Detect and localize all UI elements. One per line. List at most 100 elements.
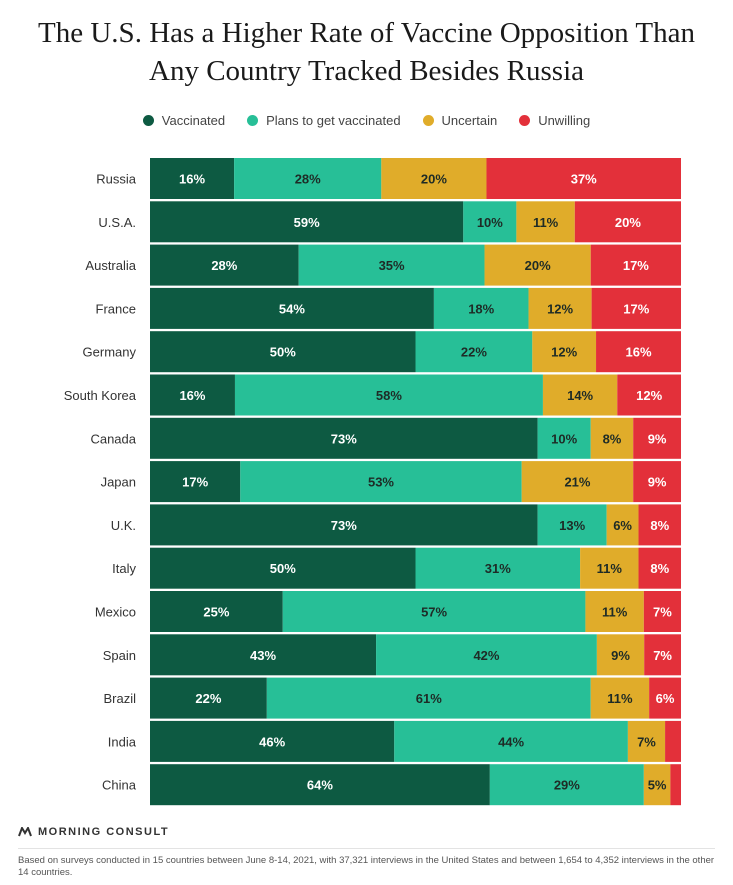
bar-segment (150, 331, 416, 373)
bar-segment (665, 720, 681, 762)
bar-segment (633, 461, 681, 503)
data-label: 73% (331, 431, 357, 446)
data-label: 6% (656, 691, 675, 706)
bar-segment (298, 244, 485, 286)
data-label: 20% (615, 215, 641, 230)
brand-logo: MORNING CONSULT (18, 826, 169, 838)
category-label: Italy (112, 561, 136, 576)
bar-segment (596, 331, 681, 373)
data-label: 31% (485, 561, 511, 576)
data-label: 8% (603, 431, 622, 446)
brand-name: MORNING CONSULT (38, 826, 170, 838)
legend-item-uncertain: Uncertain (422, 113, 498, 128)
title-line-2: Any Country Tracked Besides Russia (149, 55, 584, 87)
data-label: 28% (295, 172, 321, 187)
category-label: Japan (101, 475, 136, 490)
data-label: 59% (294, 215, 320, 230)
data-label: 11% (597, 561, 623, 576)
legend-swatch-unwilling (519, 115, 531, 126)
bar-segment (532, 331, 597, 373)
bar-segment (643, 764, 671, 806)
data-label: 10% (477, 215, 503, 230)
bar-segment (234, 158, 382, 199)
legend-swatch-uncertain (422, 115, 434, 126)
data-label: 17% (182, 475, 208, 490)
data-label: 5% (648, 778, 667, 793)
bar-segment (585, 591, 644, 632)
data-label: 25% (203, 605, 229, 620)
data-label: 11% (533, 215, 559, 230)
legend-item-vaccinated: Vaccinated (142, 113, 225, 128)
data-label: 17% (623, 301, 649, 316)
data-label: 12% (547, 301, 573, 316)
bar-segment (150, 764, 490, 806)
data-label: 28% (211, 258, 237, 273)
bar-segment (590, 417, 634, 459)
bar-segment (266, 677, 591, 719)
bar-segment (150, 677, 267, 719)
data-label: 9% (611, 648, 630, 663)
data-label: 7% (653, 648, 672, 663)
data-label: 8% (650, 561, 669, 576)
data-label: 16% (179, 172, 205, 187)
bar-segment (537, 504, 607, 546)
category-label: India (108, 734, 137, 749)
bar-segment (574, 201, 681, 243)
data-label: 12% (636, 388, 662, 403)
bar-segment (150, 591, 283, 632)
bar-segment (590, 677, 650, 719)
brand-mark-icon (18, 827, 32, 837)
category-label: China (102, 778, 137, 793)
data-label: 61% (416, 691, 442, 706)
bar-segment (150, 461, 241, 503)
data-label: 9% (648, 475, 667, 490)
data-label: 20% (421, 172, 447, 187)
category-label: Canada (90, 431, 136, 446)
bar-segment (643, 591, 681, 632)
data-label: 7% (637, 734, 656, 749)
data-label: 12% (551, 345, 577, 360)
data-label: 6% (613, 518, 632, 533)
footnote: Based on surveys conducted in 15 countri… (18, 855, 715, 878)
category-label: Germany (83, 345, 137, 360)
bar-segment (644, 634, 681, 676)
data-label: 17% (623, 258, 649, 273)
data-label: 10% (551, 431, 577, 446)
bar-segment (638, 504, 681, 546)
bar-segment (633, 417, 681, 459)
legend: Vaccinated Plans to get vaccinated Uncer… (0, 113, 733, 128)
data-label: 22% (195, 691, 221, 706)
chart-title: The U.S. Has a Higher Rate of Vaccine Op… (0, 14, 733, 90)
legend-item-plans: Plans to get vaccinated (247, 113, 401, 128)
legend-label-plans: Plans to get vaccinated (266, 113, 401, 128)
data-label: 14% (567, 388, 593, 403)
data-label: 73% (331, 518, 357, 533)
data-label: 54% (279, 301, 305, 316)
bar-segment (537, 417, 591, 459)
legend-label-uncertain: Uncertain (441, 113, 498, 128)
category-label: Brazil (103, 691, 136, 706)
data-label: 50% (270, 345, 296, 360)
bar-segment (591, 287, 681, 329)
data-label: 57% (421, 605, 447, 620)
bar-segment (486, 158, 681, 199)
bar-segment (638, 547, 681, 589)
data-label: 42% (473, 648, 499, 663)
data-label: 20% (525, 258, 551, 273)
bar-segment (381, 158, 487, 199)
data-label: 43% (250, 648, 276, 663)
bar-segment (234, 374, 543, 416)
bar-segment (150, 504, 538, 546)
bar-segment (240, 461, 522, 503)
category-label: South Korea (64, 388, 137, 403)
data-label: 16% (626, 345, 652, 360)
legend-item-unwilling: Unwilling (519, 113, 590, 128)
data-label: 53% (368, 475, 394, 490)
bar-segment (606, 504, 639, 546)
bar-segment (521, 461, 634, 503)
data-label: 29% (554, 778, 580, 793)
bar-segment (415, 547, 581, 589)
bar-segment (649, 677, 681, 719)
bar-segment (590, 244, 681, 286)
bar-segment (596, 634, 645, 676)
